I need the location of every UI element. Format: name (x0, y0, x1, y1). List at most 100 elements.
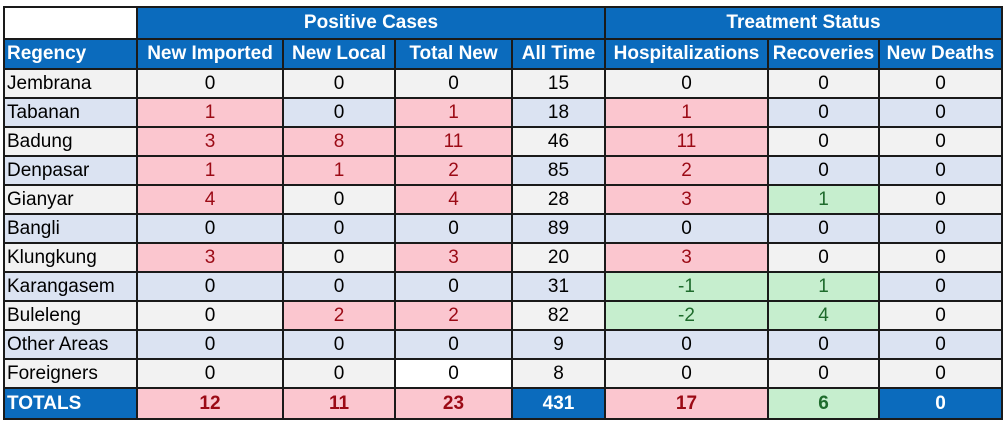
hospitalizations-cell[interactable]: 3 (604, 242, 769, 273)
total-new-cell[interactable]: 0 (394, 213, 513, 244)
positive-cases-header: Positive Cases (136, 6, 606, 40)
new-deaths-cell[interactable]: 0 (878, 358, 1003, 389)
new-deaths-cell[interactable]: 0 (878, 300, 1003, 331)
recoveries-cell[interactable]: 0 (767, 329, 880, 360)
all-time-cell[interactable]: 31 (511, 271, 606, 302)
new-imported-cell[interactable]: 0 (136, 329, 284, 360)
hospitalizations-cell[interactable]: 1 (604, 97, 769, 128)
recoveries-cell[interactable]: 0 (767, 155, 880, 186)
new-imported-cell[interactable]: 1 (136, 155, 284, 186)
new-local-cell[interactable]: 0 (282, 358, 396, 389)
col-header-new-local: New Local (282, 38, 396, 70)
col-header-new-deaths: New Deaths (878, 38, 1003, 70)
hospitalizations-cell[interactable]: 0 (604, 329, 769, 360)
recoveries-cell[interactable]: 4 (767, 300, 880, 331)
regency-cell[interactable]: Denpasar (3, 155, 138, 186)
total-new-cell[interactable]: 0 (394, 329, 513, 360)
new-imported-cell[interactable]: 0 (136, 68, 284, 99)
total-new-cell[interactable]: 0 (394, 68, 513, 99)
all-time-cell[interactable]: 18 (511, 97, 606, 128)
new-deaths-cell[interactable]: 0 (878, 271, 1003, 302)
hospitalizations-cell[interactable]: 0 (604, 213, 769, 244)
new-local-cell[interactable]: 0 (282, 97, 396, 128)
all-time-cell[interactable]: 82 (511, 300, 606, 331)
all-time-cell[interactable]: 20 (511, 242, 606, 273)
total-new-imported[interactable]: 12 (136, 387, 284, 420)
hospitalizations-cell[interactable]: 11 (604, 126, 769, 157)
new-local-cell[interactable]: 0 (282, 271, 396, 302)
total-new-cell[interactable]: 2 (394, 155, 513, 186)
regency-cell[interactable]: Karangasem (3, 271, 138, 302)
new-deaths-cell[interactable]: 0 (878, 126, 1003, 157)
recoveries-cell[interactable]: 0 (767, 358, 880, 389)
hospitalizations-cell[interactable]: 0 (604, 358, 769, 389)
new-imported-cell[interactable]: 4 (136, 184, 284, 215)
recoveries-cell[interactable]: 0 (767, 126, 880, 157)
all-time-cell[interactable]: 85 (511, 155, 606, 186)
new-imported-cell[interactable]: 0 (136, 271, 284, 302)
regency-cell[interactable]: Gianyar (3, 184, 138, 215)
total-total-new[interactable]: 23 (394, 387, 513, 420)
table-row: Badung 3 8 11 46 11 0 0 (3, 126, 1003, 157)
all-time-cell[interactable]: 15 (511, 68, 606, 99)
all-time-cell[interactable]: 8 (511, 358, 606, 389)
new-deaths-cell[interactable]: 0 (878, 329, 1003, 360)
new-local-cell[interactable]: 0 (282, 242, 396, 273)
all-time-cell[interactable]: 9 (511, 329, 606, 360)
new-deaths-cell[interactable]: 0 (878, 242, 1003, 273)
new-imported-cell[interactable]: 1 (136, 97, 284, 128)
new-imported-cell[interactable]: 3 (136, 242, 284, 273)
total-new-cell[interactable]: 11 (394, 126, 513, 157)
recoveries-cell[interactable]: 0 (767, 68, 880, 99)
total-new-deaths[interactable]: 0 (878, 387, 1003, 420)
all-time-cell[interactable]: 89 (511, 213, 606, 244)
regency-cell[interactable]: Klungkung (3, 242, 138, 273)
new-imported-cell[interactable]: 0 (136, 300, 284, 331)
regency-cell[interactable]: Foreigners (3, 358, 138, 389)
new-deaths-cell[interactable]: 0 (878, 68, 1003, 99)
total-new-cell[interactable]: 4 (394, 184, 513, 215)
total-new-cell[interactable]: 0 (394, 358, 513, 389)
regency-cell[interactable]: Bangli (3, 213, 138, 244)
total-new-cell[interactable]: 2 (394, 300, 513, 331)
total-new-local[interactable]: 11 (282, 387, 396, 420)
new-local-cell[interactable]: 1 (282, 155, 396, 186)
total-all-time[interactable]: 431 (511, 387, 606, 420)
new-imported-cell[interactable]: 0 (136, 358, 284, 389)
hospitalizations-cell[interactable]: -2 (604, 300, 769, 331)
new-deaths-cell[interactable]: 0 (878, 155, 1003, 186)
new-local-cell[interactable]: 0 (282, 329, 396, 360)
total-new-cell[interactable]: 3 (394, 242, 513, 273)
new-imported-cell[interactable]: 0 (136, 213, 284, 244)
hospitalizations-cell[interactable]: 2 (604, 155, 769, 186)
regency-cell[interactable]: Badung (3, 126, 138, 157)
regency-cell[interactable]: Tabanan (3, 97, 138, 128)
recoveries-cell[interactable]: 0 (767, 242, 880, 273)
total-new-cell[interactable]: 0 (394, 271, 513, 302)
new-deaths-cell[interactable]: 0 (878, 97, 1003, 128)
new-local-cell[interactable]: 0 (282, 213, 396, 244)
total-hospitalizations[interactable]: 17 (604, 387, 769, 420)
all-time-cell[interactable]: 46 (511, 126, 606, 157)
hospitalizations-cell[interactable]: -1 (604, 271, 769, 302)
regency-cell[interactable]: Other Areas (3, 329, 138, 360)
new-local-cell[interactable]: 2 (282, 300, 396, 331)
new-deaths-cell[interactable]: 0 (878, 184, 1003, 215)
total-new-cell[interactable]: 1 (394, 97, 513, 128)
totals-label[interactable]: TOTALS (3, 387, 138, 420)
recoveries-cell[interactable]: 1 (767, 184, 880, 215)
recoveries-cell[interactable]: 0 (767, 213, 880, 244)
hospitalizations-cell[interactable]: 0 (604, 68, 769, 99)
all-time-cell[interactable]: 28 (511, 184, 606, 215)
new-local-cell[interactable]: 0 (282, 184, 396, 215)
new-imported-cell[interactable]: 3 (136, 126, 284, 157)
new-local-cell[interactable]: 8 (282, 126, 396, 157)
recoveries-cell[interactable]: 1 (767, 271, 880, 302)
regency-cell[interactable]: Jembrana (3, 68, 138, 99)
recoveries-cell[interactable]: 0 (767, 97, 880, 128)
regency-cell[interactable]: Buleleng (3, 300, 138, 331)
total-recoveries[interactable]: 6 (767, 387, 880, 420)
new-local-cell[interactable]: 0 (282, 68, 396, 99)
hospitalizations-cell[interactable]: 3 (604, 184, 769, 215)
new-deaths-cell[interactable]: 0 (878, 213, 1003, 244)
